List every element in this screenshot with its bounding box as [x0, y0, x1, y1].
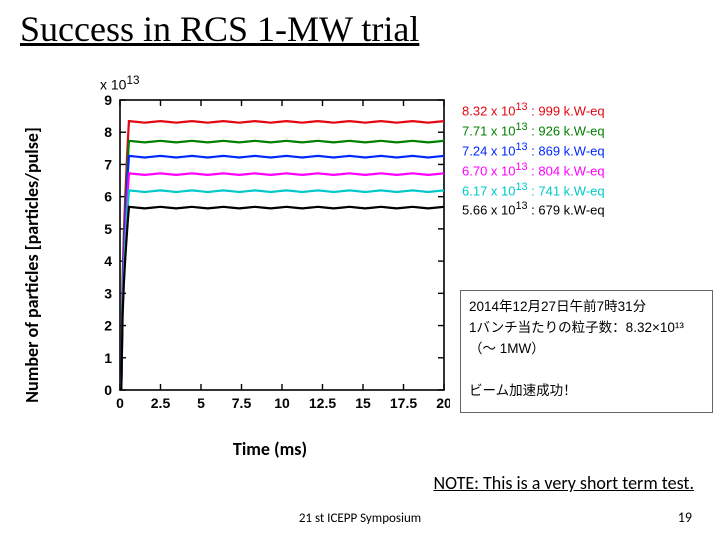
svg-text:20: 20	[436, 395, 450, 411]
svg-text:9: 9	[104, 92, 112, 108]
svg-text:4: 4	[104, 253, 112, 269]
legend: 8.32 x 1013 : 999 k.W-eq7.71 x 1013 : 92…	[462, 100, 605, 219]
svg-text:5: 5	[197, 395, 205, 411]
svg-text:2.5: 2.5	[151, 395, 171, 411]
footer-center: 21 st ICEPP Symposium	[299, 511, 421, 526]
svg-text:8: 8	[104, 124, 112, 140]
info-line: 2014年12月27日午前7時31分	[469, 297, 704, 318]
legend-item: 6.17 x 1013 : 741 k.W-eq	[462, 180, 605, 200]
svg-text:0: 0	[116, 395, 124, 411]
info-line: ビーム加速成功！	[469, 381, 704, 402]
info-box: 2014年12月27日午前7時31分1バンチ当たりの粒子数：8.32×10¹³（…	[460, 290, 713, 413]
legend-item: 7.71 x 1013 : 926 k.W-eq	[462, 120, 605, 140]
legend-item: 8.32 x 1013 : 999 k.W-eq	[462, 100, 605, 120]
plot: 02.557.51012.51517.5200123456789 x 1013	[90, 90, 450, 420]
page-title: Success in RCS 1-MW trial	[20, 8, 419, 50]
y-mult-exp: 13	[126, 74, 139, 87]
slide: Success in RCS 1-MW trial Number of part…	[0, 0, 720, 540]
info-line	[469, 360, 704, 381]
svg-text:0: 0	[104, 382, 112, 398]
svg-text:17.5: 17.5	[390, 395, 417, 411]
y-multiplier: x 1013	[100, 74, 139, 93]
svg-text:7.5: 7.5	[232, 395, 252, 411]
info-line: 1バンチ当たりの粒子数：8.32×10¹³	[469, 318, 704, 339]
svg-text:15: 15	[355, 395, 371, 411]
footer-page: 19	[678, 509, 692, 526]
y-axis-label: Number of particles [particles/pulse]	[21, 127, 43, 403]
svg-text:3: 3	[104, 285, 112, 301]
legend-item: 7.24 x 1013 : 869 k.W-eq	[462, 140, 605, 160]
info-line: （〜 1MW）	[469, 339, 704, 360]
chart-area: Number of particles [particles/pulse] 02…	[30, 70, 690, 460]
svg-text:12.5: 12.5	[309, 395, 336, 411]
x-axis-label: Time (ms)	[233, 438, 307, 460]
y-mult-base: x 10	[100, 77, 126, 93]
svg-text:1: 1	[104, 350, 112, 366]
legend-item: 5.66 x 1013 : 679 k.W-eq	[462, 199, 605, 219]
note-text: NOTE: This is a very short term test.	[434, 472, 694, 494]
svg-text:7: 7	[104, 156, 112, 172]
svg-text:10: 10	[274, 395, 290, 411]
svg-text:6: 6	[104, 189, 112, 205]
legend-item: 6.70 x 1013 : 804 k.W-eq	[462, 160, 605, 180]
svg-text:5: 5	[104, 221, 112, 237]
svg-text:2: 2	[104, 318, 112, 334]
